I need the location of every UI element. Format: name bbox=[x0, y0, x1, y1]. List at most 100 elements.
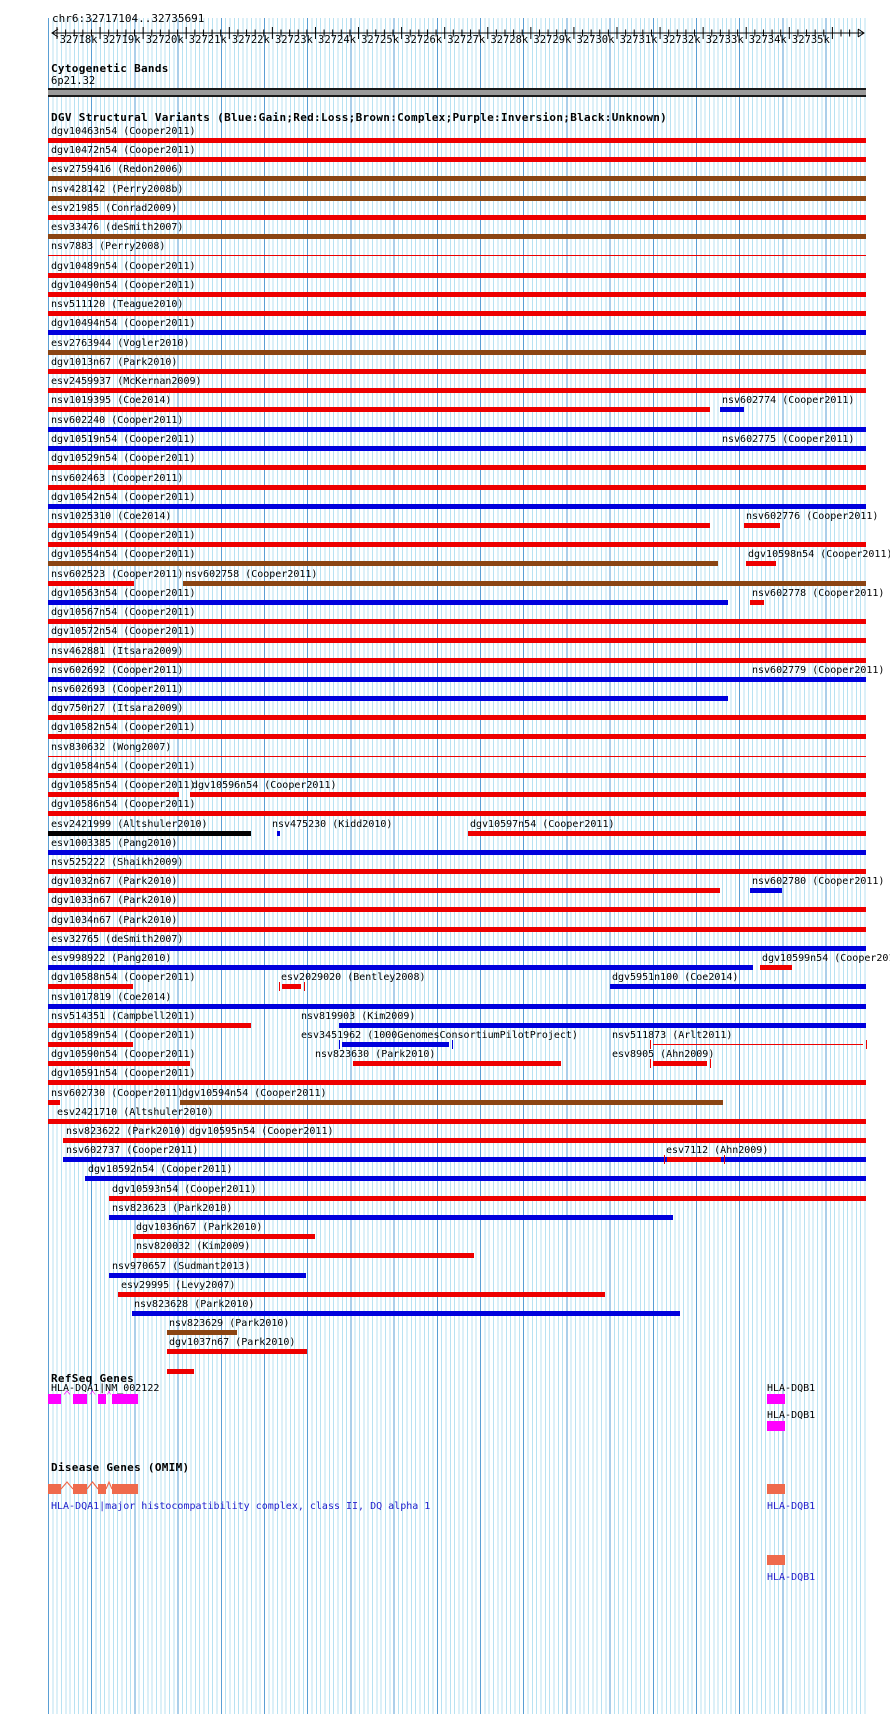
variant-bar[interactable] bbox=[277, 831, 280, 836]
variant-label[interactable]: nsv823628 (Park2010) bbox=[134, 1299, 255, 1310]
variant-bar[interactable] bbox=[342, 1042, 449, 1047]
variant-bar[interactable] bbox=[63, 1157, 866, 1162]
gene-exon[interactable] bbox=[48, 1394, 61, 1404]
variant-label[interactable]: nsv602692 (Cooper2011) bbox=[51, 665, 184, 676]
variant-label[interactable]: nsv525222 (Shaikh2009) bbox=[51, 857, 184, 868]
variant-label[interactable]: nsv602730 (Cooper2011) bbox=[51, 1088, 184, 1099]
variant-label[interactable]: nsv1025310 (Coe2014) bbox=[51, 511, 172, 522]
variant-label[interactable]: dgv10463n54 (Cooper2011) bbox=[51, 126, 196, 137]
variant-bar[interactable] bbox=[48, 176, 866, 181]
variant-label[interactable]: dgv10597n54 (Cooper2011) bbox=[470, 819, 615, 830]
variant-bar[interactable] bbox=[109, 1215, 673, 1220]
variant-bar[interactable] bbox=[48, 658, 866, 663]
variant-bar[interactable] bbox=[118, 1292, 605, 1297]
variant-bar[interactable] bbox=[48, 157, 866, 162]
variant-label[interactable]: esv2029020 (Bentley2008) bbox=[281, 972, 426, 983]
omim-gene-exon[interactable] bbox=[73, 1484, 87, 1494]
variant-label[interactable]: nsv602776 (Cooper2011) bbox=[746, 511, 879, 522]
variant-bar[interactable] bbox=[48, 831, 251, 836]
variant-label[interactable]: nsv462881 (Itsara2009) bbox=[51, 646, 184, 657]
variant-bar[interactable] bbox=[167, 1330, 237, 1335]
variant-label[interactable]: nsv602774 (Cooper2011) bbox=[722, 395, 855, 406]
gene-exon[interactable] bbox=[73, 1394, 87, 1404]
refseq-gene-label[interactable]: HLA-DQB1 bbox=[767, 1410, 816, 1421]
variant-label[interactable]: esv21985 (Conrad2009) bbox=[51, 203, 178, 214]
variant-bar[interactable] bbox=[720, 407, 744, 412]
variant-bar[interactable] bbox=[48, 984, 133, 989]
variant-label[interactable]: dgv1032n67 (Park2010) bbox=[51, 876, 178, 887]
variant-label[interactable]: esv3451962 (1000GenomesConsortiumPilotPr… bbox=[301, 1030, 578, 1041]
variant-bar[interactable] bbox=[109, 1273, 306, 1278]
variant-label[interactable]: dgv5951n100 (Coe2014) bbox=[612, 972, 739, 983]
variant-label[interactable]: dgv10490n54 (Cooper2011) bbox=[51, 280, 196, 291]
variant-bar[interactable] bbox=[667, 1157, 721, 1162]
variant-label[interactable]: dgv10596n54 (Cooper2011) bbox=[192, 780, 337, 791]
variant-bar[interactable] bbox=[63, 1138, 866, 1143]
gene-exon[interactable] bbox=[98, 1394, 106, 1404]
variant-label[interactable]: nsv823623 (Park2010) bbox=[112, 1203, 233, 1214]
variant-bar[interactable] bbox=[48, 888, 720, 893]
variant-bar[interactable] bbox=[48, 581, 134, 586]
variant-label[interactable]: dgv1037n67 (Park2010) bbox=[169, 1337, 296, 1348]
variant-bar[interactable] bbox=[282, 984, 301, 989]
variant-label[interactable]: dgv10563n54 (Cooper2011) bbox=[51, 588, 196, 599]
variant-bar[interactable] bbox=[48, 946, 866, 951]
variant-bar[interactable] bbox=[48, 811, 866, 816]
variant-label[interactable]: dgv10584n54 (Cooper2011) bbox=[51, 761, 196, 772]
variant-bar[interactable] bbox=[746, 561, 776, 566]
variant-label[interactable]: dgv750n27 (Itsara2009) bbox=[51, 703, 184, 714]
omim-gene-label[interactable]: HLA-DQB1 bbox=[767, 1501, 816, 1512]
variant-label[interactable]: esv2421999 (Altshuler2010) bbox=[51, 819, 208, 830]
variant-label[interactable]: nsv602779 (Cooper2011) bbox=[752, 665, 885, 676]
variant-label[interactable]: nsv602780 (Cooper2011) bbox=[752, 876, 885, 887]
variant-bar[interactable] bbox=[48, 369, 866, 374]
gene-exon[interactable] bbox=[767, 1394, 785, 1404]
variant-bar[interactable] bbox=[48, 715, 866, 720]
variant-label[interactable]: nsv475230 (Kidd2010) bbox=[272, 819, 393, 830]
variant-label[interactable]: nsv514351 (Campbell2011) bbox=[51, 1011, 196, 1022]
variant-label[interactable]: nsv820032 (Kim2009) bbox=[136, 1241, 251, 1252]
variant-bar[interactable] bbox=[48, 1119, 866, 1124]
variant-bar[interactable] bbox=[132, 1311, 680, 1316]
variant-bar[interactable] bbox=[750, 677, 780, 682]
omim-gene-exon[interactable] bbox=[98, 1484, 106, 1494]
variant-label[interactable]: nsv7883 (Perry2008) bbox=[51, 241, 166, 252]
variant-label[interactable]: dgv10542n54 (Cooper2011) bbox=[51, 492, 196, 503]
variant-label[interactable]: esv2763944 (Vogler2010) bbox=[51, 338, 190, 349]
variant-label[interactable]: esv2459937 (McKernan2009) bbox=[51, 376, 202, 387]
variant-label[interactable]: nsv830632 (Wong2007) bbox=[51, 742, 172, 753]
variant-label[interactable]: dgv10529n54 (Cooper2011) bbox=[51, 453, 196, 464]
variant-label[interactable]: nsv823622 (Park2010) bbox=[66, 1126, 187, 1137]
gene-exon[interactable] bbox=[112, 1394, 138, 1404]
refseq-gene-label[interactable]: HLA-DQB1 bbox=[767, 1383, 816, 1394]
variant-bar[interactable] bbox=[48, 600, 728, 605]
variant-label[interactable]: dgv10519n54 (Cooper2011) bbox=[51, 434, 196, 445]
variant-bar[interactable] bbox=[133, 1253, 474, 1258]
variant-bar[interactable] bbox=[48, 1080, 866, 1085]
variant-bar[interactable] bbox=[180, 1100, 723, 1105]
variant-bar[interactable] bbox=[48, 773, 866, 778]
omim-gene-label[interactable]: HLA-DQB1 bbox=[767, 1572, 816, 1583]
variant-bar[interactable] bbox=[48, 619, 866, 624]
variant-bar[interactable] bbox=[48, 485, 866, 490]
variant-label[interactable]: nsv970657 (Sudmant2013) bbox=[112, 1261, 251, 1272]
variant-bar[interactable] bbox=[339, 1023, 866, 1028]
variant-label[interactable]: esv33476 (deSmith2007) bbox=[51, 222, 184, 233]
variant-label[interactable]: nsv428142 (Perry2008b) bbox=[51, 184, 184, 195]
variant-label[interactable]: dgv10593n54 (Cooper2011) bbox=[112, 1184, 257, 1195]
variant-thin-line[interactable] bbox=[48, 756, 866, 757]
variant-label[interactable]: nsv602240 (Cooper2011) bbox=[51, 415, 184, 426]
variant-bar[interactable] bbox=[48, 407, 710, 412]
variant-label[interactable]: dgv10595n54 (Cooper2011) bbox=[189, 1126, 334, 1137]
variant-label[interactable]: nsv511120 (Teague2010) bbox=[51, 299, 184, 310]
omim-gene-description[interactable]: HLA-DQA1|major histocompatibility comple… bbox=[51, 1501, 431, 1512]
variant-label[interactable]: dgv10489n54 (Cooper2011) bbox=[51, 261, 196, 272]
variant-bar[interactable] bbox=[48, 523, 710, 528]
variant-bar[interactable] bbox=[48, 850, 866, 855]
gene-exon[interactable] bbox=[767, 1421, 785, 1431]
variant-label[interactable]: esv32765 (deSmith2007) bbox=[51, 934, 184, 945]
variant-bar[interactable] bbox=[653, 1044, 863, 1045]
variant-bar[interactable] bbox=[48, 292, 866, 297]
variant-bar[interactable] bbox=[48, 696, 728, 701]
variant-bar[interactable] bbox=[48, 196, 866, 201]
